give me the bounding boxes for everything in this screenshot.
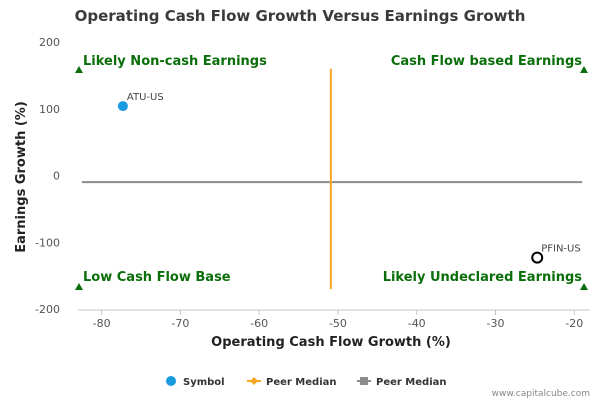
median-lines xyxy=(81,68,583,289)
y-tick-label: -200 xyxy=(35,303,60,316)
legend: Symbol Peer Median Peer Median xyxy=(166,376,447,388)
quadrant-labels: Likely Non-cash Earnings Cash Flow based … xyxy=(75,54,588,290)
quadrant-triangle-marker xyxy=(580,283,588,290)
y-tick-label: -100 xyxy=(35,236,60,249)
data-point-marker xyxy=(117,101,128,112)
y-tick-label: 100 xyxy=(39,103,60,116)
legend-square-icon xyxy=(360,377,368,385)
x-tick-label: -30 xyxy=(486,317,504,330)
legend-label: Symbol xyxy=(183,377,225,388)
credit-text: www.capitalcube.com xyxy=(492,389,590,399)
legend-label: Peer Median xyxy=(376,377,447,388)
quadrant-label-bottom-right: Likely Undeclared Earnings xyxy=(383,270,583,285)
quadrant-label-bottom-left: Low Cash Flow Base xyxy=(83,270,231,285)
x-axis-label: Operating Cash Flow Growth (%) xyxy=(211,335,451,350)
x-tick-label: -80 xyxy=(93,317,111,330)
quadrant-triangle-marker xyxy=(75,283,83,290)
data-points: ATU-US PFIN-US xyxy=(117,92,581,264)
x-tick-label: -70 xyxy=(171,317,189,330)
quadrant-triangle-marker xyxy=(580,66,588,73)
quadrant-label-top-left: Likely Non-cash Earnings xyxy=(83,54,267,69)
data-point-label: PFIN-US xyxy=(541,244,581,255)
data-point-label: ATU-US xyxy=(127,92,164,103)
legend-label: Peer Median xyxy=(266,377,337,388)
y-tick-group: 200 100 0 -100 -200 xyxy=(35,36,60,316)
x-tick-label: -20 xyxy=(565,317,583,330)
legend-circle-icon xyxy=(166,376,176,386)
data-point-marker xyxy=(531,251,544,264)
y-tick-label: 200 xyxy=(39,36,60,49)
quadrant-label-top-right: Cash Flow based Earnings xyxy=(391,54,582,69)
x-tick-group: -80 -70 -60 -50 -40 -30 -20 xyxy=(93,310,583,330)
x-tick-label: -40 xyxy=(408,317,426,330)
y-axis-label: Earnings Growth (%) xyxy=(14,101,29,253)
y-tick-label: 0 xyxy=(53,170,60,183)
x-tick-label: -60 xyxy=(250,317,268,330)
quadrant-triangle-marker xyxy=(75,66,83,73)
legend-diamond-icon xyxy=(250,377,258,385)
chart-title: Operating Cash Flow Growth Versus Earnin… xyxy=(75,7,526,25)
x-tick-label: -50 xyxy=(329,317,347,330)
